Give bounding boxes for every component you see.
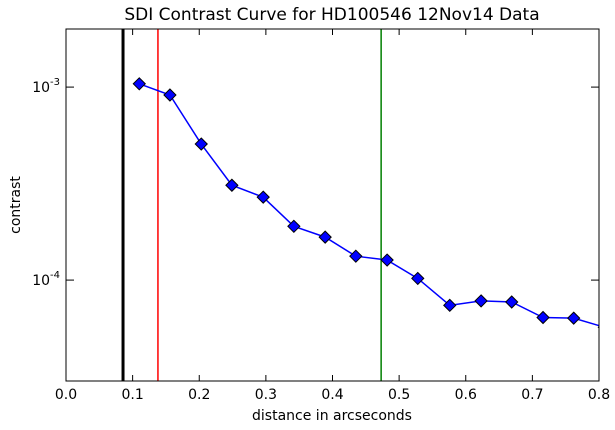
x-tick-label: 0.3 bbox=[255, 387, 277, 403]
x-tick-label: 0.4 bbox=[321, 387, 343, 403]
marker bbox=[318, 230, 332, 244]
y-tick-base: 10 bbox=[32, 273, 50, 289]
marker bbox=[380, 253, 394, 267]
x-tick-label: 0.7 bbox=[521, 387, 543, 403]
marker bbox=[163, 88, 177, 102]
marker bbox=[536, 310, 550, 325]
line bbox=[139, 83, 599, 327]
x-tick-label: 0.5 bbox=[388, 387, 410, 403]
marker bbox=[474, 294, 488, 308]
marker bbox=[225, 178, 239, 192]
marker bbox=[349, 249, 363, 263]
x-tick-label: 0.1 bbox=[121, 387, 143, 403]
x-tick-label: 0.2 bbox=[188, 387, 210, 403]
x-tick-label: 0.0 bbox=[55, 387, 77, 403]
marker bbox=[505, 295, 519, 309]
marker bbox=[566, 311, 581, 325]
marker bbox=[194, 137, 208, 151]
y-tick-exponent: -3 bbox=[50, 77, 60, 88]
marker bbox=[287, 219, 301, 233]
x-tick-label: 0.8 bbox=[588, 387, 610, 403]
marker bbox=[256, 190, 270, 204]
chart-title: SDI Contrast Curve for HD100546 12Nov14 … bbox=[124, 5, 539, 25]
marker bbox=[411, 271, 425, 286]
y-tick-label: 10-3 bbox=[32, 77, 60, 96]
y-tick-exponent: -4 bbox=[50, 270, 60, 281]
x-axis-label: distance in arcseconds bbox=[252, 408, 412, 424]
x-tick-label: 0.6 bbox=[455, 387, 477, 403]
y-tick-base: 10 bbox=[32, 80, 50, 96]
y-tick-label: 10-4 bbox=[32, 270, 60, 289]
marker bbox=[132, 77, 146, 91]
plot-area bbox=[121, 29, 599, 381]
marker bbox=[443, 298, 457, 313]
y-axis-label: contrast bbox=[8, 176, 24, 234]
